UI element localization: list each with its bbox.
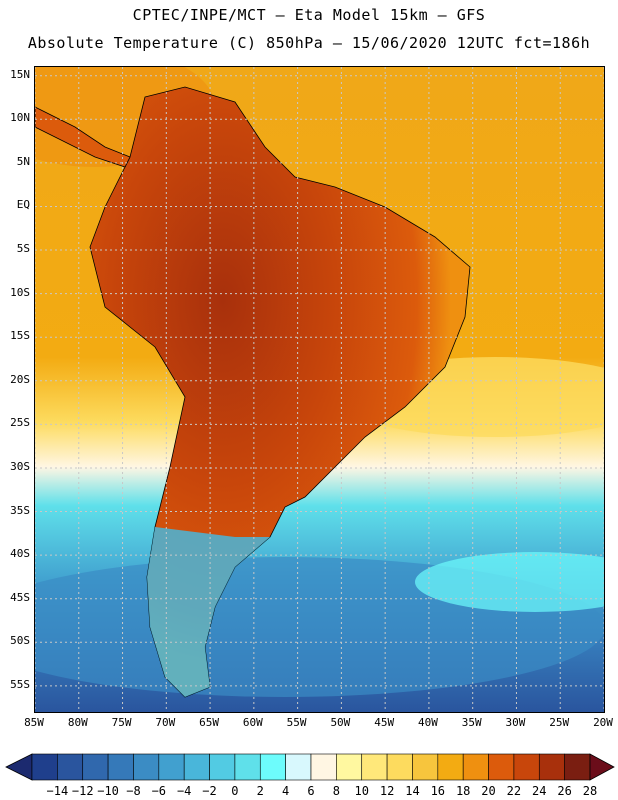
colorbar-tick-label: 18 bbox=[455, 784, 471, 798]
lat-tick-label: 10S bbox=[10, 285, 30, 299]
lon-tick-label: 70W bbox=[155, 716, 176, 729]
colorbar-segment bbox=[183, 753, 210, 781]
lat-tick-label: 45S bbox=[10, 590, 30, 604]
map-panel bbox=[34, 66, 605, 713]
lat-tick-label: 5S bbox=[16, 242, 30, 256]
colorbar-tick-label: −4 bbox=[176, 784, 192, 798]
colorbar-tick-label: 4 bbox=[282, 784, 290, 798]
colorbar-segment bbox=[310, 753, 337, 781]
colorbar-segment bbox=[361, 753, 388, 781]
lon-tick-label: 65W bbox=[199, 716, 219, 729]
colorbar-segment bbox=[234, 753, 261, 781]
lat-tick-label: EQ bbox=[16, 198, 30, 212]
colorbar-segment bbox=[488, 753, 515, 781]
lat-tick-label: 30S bbox=[10, 459, 30, 473]
lat-tick-label: 50S bbox=[10, 634, 30, 648]
colorbar-right-arrow bbox=[589, 753, 615, 781]
colorbar-segment bbox=[564, 753, 591, 781]
lon-tick-label: 35W bbox=[461, 716, 482, 729]
map-title: CPTEC/INPE/MCT – Eta Model 15km – GFS bbox=[132, 6, 486, 24]
colorbar-tick-label: −12 bbox=[71, 784, 94, 798]
map-subtitle: Absolute Temperature (C) 850hPa – 15/06/… bbox=[27, 34, 591, 52]
colorbar-tick-label: 10 bbox=[354, 784, 369, 798]
lat-tick-label: 15N bbox=[10, 67, 30, 81]
lat-tick-label: 10N bbox=[10, 111, 30, 125]
colorbar-tick-label: −10 bbox=[97, 784, 119, 798]
colorbar-tick-label: 8 bbox=[332, 784, 340, 798]
colorbar-segment bbox=[82, 753, 109, 781]
lon-tick-label: 30W bbox=[505, 716, 526, 729]
lon-tick-label: 60W bbox=[242, 716, 263, 729]
colorbar-tick-label: −8 bbox=[126, 784, 141, 798]
colorbar-segment bbox=[209, 753, 236, 781]
colorbar-tick-label: 22 bbox=[506, 784, 522, 798]
lat-tick-label: 35S bbox=[10, 503, 30, 517]
central-america bbox=[35, 106, 131, 168]
lat-tick-label: 5N bbox=[16, 154, 30, 168]
lon-tick-label: 80W bbox=[67, 716, 88, 729]
colorbar-tick-label: 16 bbox=[430, 784, 446, 798]
lon-tick-label: 50W bbox=[330, 716, 351, 729]
colorbar-tick-label: 28 bbox=[582, 784, 598, 798]
lon-tick-label: 40W bbox=[417, 716, 438, 729]
colorbar-segment bbox=[57, 753, 84, 781]
colorbar-segment bbox=[31, 753, 58, 781]
lat-tick-label: 25S bbox=[10, 416, 30, 430]
lon-tick-label: 55W bbox=[286, 716, 307, 729]
colorbar-tick-label: 24 bbox=[532, 784, 547, 798]
colorbar-segment bbox=[107, 753, 134, 781]
colorbar-left-arrow bbox=[5, 753, 33, 781]
lat-tick-label: 20S bbox=[10, 372, 30, 386]
colorbar-segment bbox=[133, 753, 160, 781]
lat-tick-label: 40S bbox=[10, 547, 30, 561]
colorbar-tick-label: 6 bbox=[307, 784, 315, 798]
colorbar-tick-label: 14 bbox=[405, 784, 420, 798]
colorbar-tick-label: 2 bbox=[256, 784, 264, 798]
lat-tick-label: 15S bbox=[10, 329, 30, 343]
lon-tick-label: 75W bbox=[111, 716, 132, 729]
colorbar-tick-label: −14 bbox=[46, 784, 69, 798]
colorbar-segment bbox=[412, 753, 439, 781]
lon-tick-label: 20W bbox=[593, 716, 613, 729]
lon-tick-label: 45W bbox=[374, 716, 395, 729]
colorbar-segment bbox=[285, 753, 312, 781]
colorbar-tick-label: 20 bbox=[481, 784, 496, 798]
colorbar-tick-label: 12 bbox=[379, 784, 395, 798]
colorbar-segment bbox=[437, 753, 464, 781]
colorbar-segment bbox=[386, 753, 413, 781]
colorbar bbox=[5, 753, 615, 781]
colorbar-segment bbox=[259, 753, 286, 781]
colorbar-segment bbox=[513, 753, 540, 781]
colorbar-segment bbox=[462, 753, 489, 781]
colorbar-tick-label: −2 bbox=[202, 784, 217, 798]
colorbar-segment bbox=[336, 753, 363, 781]
lon-tick-label: 25W bbox=[549, 716, 570, 729]
colorbar-tick-label: −6 bbox=[151, 784, 167, 798]
southeast-cool-field bbox=[415, 552, 604, 612]
lat-tick-label: 55S bbox=[10, 677, 30, 691]
colorbar-tick-label: 0 bbox=[231, 784, 239, 798]
colorbar-segment bbox=[158, 753, 185, 781]
colorbar-segment bbox=[538, 753, 565, 781]
southern-cone-cold bbox=[147, 527, 270, 697]
colorbar-tick-label: 26 bbox=[557, 784, 572, 798]
lon-tick-label: 85W bbox=[24, 716, 44, 729]
